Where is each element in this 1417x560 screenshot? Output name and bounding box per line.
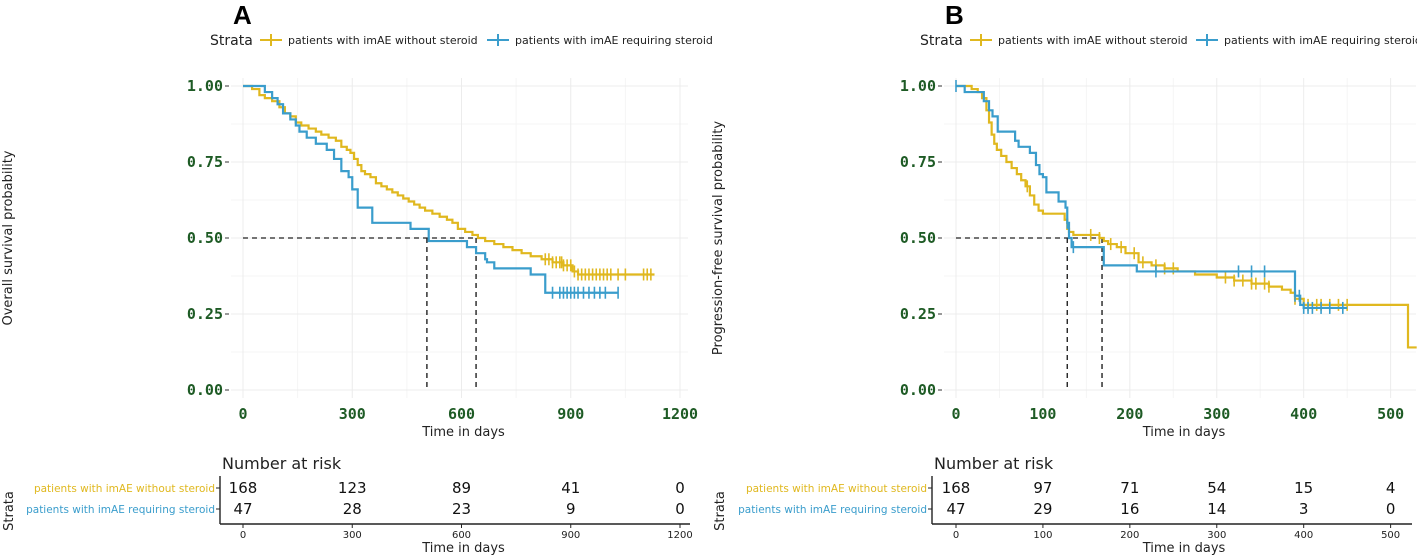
risk-x-tick-label: 900 <box>561 530 580 541</box>
risk-count: 71 <box>1120 479 1139 497</box>
panel-letter-b: B <box>945 0 964 30</box>
x-axis-label: Time in days <box>421 425 505 440</box>
legend-title-a: Strata <box>210 33 253 49</box>
x-tick-label: 0 <box>238 405 247 423</box>
x-tick-label: 600 <box>448 405 475 423</box>
risk-count: 168 <box>942 479 971 497</box>
x-tick-label: 200 <box>1116 405 1143 423</box>
risk-x-tick-label: 200 <box>1120 530 1139 541</box>
risk-row-label-requiring-steroid: patients with imAE requiring steroid <box>26 504 215 516</box>
risk-count: 54 <box>1207 479 1226 497</box>
y-tick-label: 0.00 <box>187 381 223 399</box>
risk-count: 16 <box>1120 500 1139 518</box>
y-tick-label: 0.75 <box>187 153 223 171</box>
x-tick-label: 1200 <box>662 405 698 423</box>
plot-area-b: 0.00 0.25 0.50 0.75 1.00 0 100 200 300 400 500 Time… <box>711 77 1417 440</box>
risk-x-tick-label: 1200 <box>667 530 692 541</box>
risk-count: 3 <box>1299 500 1309 518</box>
risk-x-tick-label: 400 <box>1294 530 1313 541</box>
x-tick-label: 400 <box>1290 405 1317 423</box>
y-tick-label: 1.00 <box>187 77 223 95</box>
plot-area-a: 0.00 0.25 0.50 0.75 1.00 0 300 600 900 1200 Time i… <box>1 77 698 440</box>
x-tick-label: 300 <box>339 405 366 423</box>
risk-table-a: patients with imAE without steroid 168 123… <box>26 476 693 556</box>
risk-count: 97 <box>1033 479 1052 497</box>
risk-x-tick-label: 0 <box>240 530 246 541</box>
legend-label-requiring-steroid-b: patients with imAE requiring steroid <box>1224 34 1417 47</box>
x-tick-label: 100 <box>1029 405 1056 423</box>
risk-count: 168 <box>229 479 258 497</box>
risk-x-tick-label: 300 <box>343 530 362 541</box>
x-tick-label: 900 <box>557 405 584 423</box>
risk-count: 15 <box>1294 479 1313 497</box>
curve-requiring-steroid <box>243 84 619 294</box>
panel-letter-a: A <box>233 0 252 30</box>
risk-row-label-without-steroid: patients with imAE without steroid <box>34 483 215 495</box>
risk-count: 89 <box>452 479 471 497</box>
risk-table-b: patients with imAE without steroid 168 97 7… <box>738 476 1412 556</box>
risk-count: 0 <box>675 500 685 518</box>
risk-count: 47 <box>233 500 252 518</box>
risk-count: 47 <box>946 500 965 518</box>
risk-x-tick-label: 300 <box>1207 530 1226 541</box>
risk-count: 14 <box>1207 500 1226 518</box>
risk-x-tick-label: 600 <box>452 530 471 541</box>
risk-table-title-b: Number at risk <box>934 454 1054 473</box>
risk-count: 23 <box>452 500 471 518</box>
curve-requiring-steroid <box>956 84 1348 310</box>
risk-x-tick-label: 0 <box>953 530 959 541</box>
risk-strata-title-b: Strata <box>713 491 728 531</box>
risk-count: 0 <box>675 479 685 497</box>
y-axis-label: Overall survival probability <box>1 150 16 325</box>
risk-strata-title-a: Strata <box>2 491 17 531</box>
risk-x-axis-label: Time in days <box>1142 541 1226 556</box>
legend-a: Strata patients with imAE without steroi… <box>210 33 713 49</box>
y-tick-label: 0.25 <box>187 305 223 323</box>
panel-a: A Strata patients with imAE without ster… <box>1 0 713 556</box>
risk-count: 28 <box>343 500 362 518</box>
x-tick-label: 0 <box>951 405 960 423</box>
risk-row-label-without-steroid: patients with imAE without steroid <box>746 483 927 495</box>
risk-count: 0 <box>1386 500 1396 518</box>
risk-x-axis-label: Time in days <box>421 541 505 556</box>
legend-b: Strata patients with imAE without steroi… <box>920 33 1417 49</box>
y-tick-label: 1.00 <box>900 77 936 95</box>
risk-count: 9 <box>566 500 576 518</box>
risk-count: 41 <box>561 479 580 497</box>
legend-label-without-steroid-b: patients with imAE without steroid <box>998 34 1188 47</box>
curve-without-steroid <box>243 84 655 276</box>
y-tick-label: 0.25 <box>900 305 936 323</box>
y-tick-label: 0.50 <box>900 229 936 247</box>
risk-count: 123 <box>338 479 367 497</box>
legend-label-requiring-steroid-a: patients with imAE requiring steroid <box>515 34 713 47</box>
risk-x-tick-label: 500 <box>1381 530 1400 541</box>
risk-table-title-a: Number at risk <box>222 454 342 473</box>
risk-count: 29 <box>1033 500 1052 518</box>
legend-label-without-steroid-a: patients with imAE without steroid <box>288 34 478 47</box>
x-tick-label: 300 <box>1203 405 1230 423</box>
panel-b: B Strata patients with imAE without ster… <box>711 0 1417 556</box>
x-tick-label: 500 <box>1377 405 1404 423</box>
y-tick-label: 0.75 <box>900 153 936 171</box>
risk-row-label-requiring-steroid: patients with imAE requiring steroid <box>738 504 927 516</box>
y-axis-label: Progression-free survival probability <box>711 121 726 355</box>
x-axis-label: Time in days <box>1142 425 1226 440</box>
risk-count: 4 <box>1386 479 1396 497</box>
y-tick-label: 0.50 <box>187 229 223 247</box>
legend-title-b: Strata <box>920 33 963 49</box>
risk-x-tick-label: 100 <box>1033 530 1052 541</box>
y-tick-label: 0.00 <box>900 381 936 399</box>
